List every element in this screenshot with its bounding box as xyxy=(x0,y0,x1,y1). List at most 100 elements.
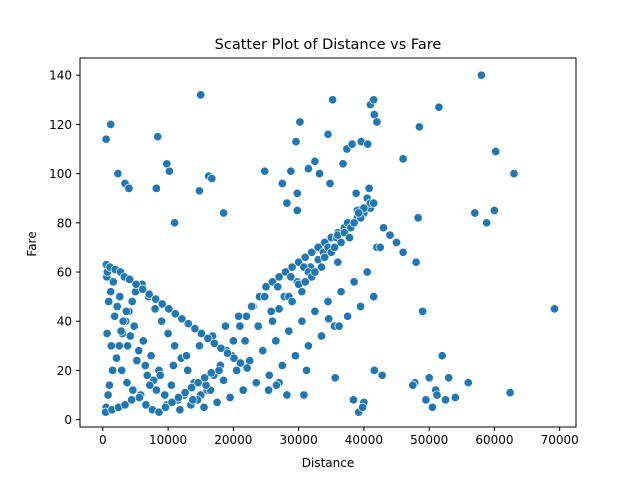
data-point xyxy=(110,311,120,321)
y-tick-label: 80 xyxy=(57,216,72,230)
data-point xyxy=(314,169,325,179)
data-point xyxy=(157,316,167,326)
data-point xyxy=(232,365,242,375)
data-point xyxy=(434,102,444,112)
data-point xyxy=(118,316,128,326)
data-point xyxy=(188,395,198,405)
data-point xyxy=(378,223,389,233)
x-tick-label: 20000 xyxy=(214,433,252,447)
data-point xyxy=(414,122,424,132)
data-point xyxy=(271,380,281,390)
data-point xyxy=(303,341,313,351)
data-point xyxy=(291,137,301,147)
y-tick-label: 40 xyxy=(57,315,72,329)
x-tick-label: 0 xyxy=(99,433,107,447)
data-point xyxy=(123,341,133,351)
data-point xyxy=(112,301,122,312)
data-point xyxy=(369,198,379,208)
data-point xyxy=(277,360,287,371)
data-point xyxy=(300,252,310,262)
data-point xyxy=(164,304,174,314)
data-point xyxy=(199,402,209,412)
data-points xyxy=(100,70,560,417)
data-point xyxy=(369,365,379,375)
data-point xyxy=(347,139,357,149)
data-point xyxy=(196,328,206,339)
data-point xyxy=(398,154,408,164)
data-point xyxy=(183,319,193,329)
data-point xyxy=(437,351,447,361)
x-tick-label: 70000 xyxy=(541,433,579,447)
data-point xyxy=(329,242,340,252)
data-point xyxy=(125,331,135,341)
data-point xyxy=(114,341,124,351)
chart-title: Scatter Plot of Distance vs Fare xyxy=(215,37,442,53)
data-point xyxy=(264,370,274,380)
data-point xyxy=(482,218,492,228)
data-point xyxy=(155,370,165,380)
data-point xyxy=(115,292,125,302)
data-point xyxy=(116,326,126,336)
data-point xyxy=(408,380,418,390)
data-point xyxy=(196,90,206,100)
data-point xyxy=(235,358,246,368)
data-point xyxy=(108,277,118,287)
data-point xyxy=(284,326,294,336)
data-point xyxy=(264,385,274,395)
data-point xyxy=(157,299,167,309)
data-point xyxy=(151,294,161,304)
data-point xyxy=(127,395,137,405)
data-point xyxy=(334,321,344,331)
x-tick-label: 10000 xyxy=(149,433,187,447)
data-point xyxy=(330,373,340,383)
data-point xyxy=(277,178,287,189)
data-point xyxy=(101,134,111,144)
data-point xyxy=(297,287,307,297)
data-point xyxy=(307,247,317,257)
data-point xyxy=(290,351,300,361)
data-point xyxy=(241,311,251,321)
data-point xyxy=(292,188,302,198)
data-point xyxy=(194,341,204,351)
data-point xyxy=(138,336,148,346)
data-point xyxy=(287,262,297,272)
data-point xyxy=(106,341,116,351)
data-point xyxy=(271,336,281,346)
data-point xyxy=(127,296,137,307)
data-point xyxy=(193,378,203,388)
x-tick-label: 30000 xyxy=(280,433,318,447)
data-point xyxy=(391,237,402,248)
data-point xyxy=(167,397,177,407)
data-point xyxy=(131,279,141,289)
data-point xyxy=(134,346,144,356)
data-point xyxy=(125,274,135,284)
data-point xyxy=(168,360,178,371)
data-point xyxy=(173,392,184,403)
data-point xyxy=(303,164,313,174)
data-point xyxy=(128,385,138,395)
data-point xyxy=(238,385,248,395)
data-point xyxy=(183,365,193,375)
data-point xyxy=(325,178,335,189)
data-point xyxy=(212,397,222,407)
data-point xyxy=(369,95,379,105)
data-point xyxy=(166,380,176,390)
y-axis: 0 20 40 60 80 100 120 140 xyxy=(49,69,80,427)
data-point xyxy=(301,365,312,375)
data-point xyxy=(214,365,224,375)
data-point xyxy=(209,338,219,348)
data-point xyxy=(106,287,116,297)
data-point xyxy=(348,395,359,405)
data-point xyxy=(145,380,155,390)
data-point xyxy=(273,282,283,292)
data-point xyxy=(122,378,132,388)
x-tick-label: 50000 xyxy=(410,433,448,447)
data-point xyxy=(300,277,310,287)
data-point xyxy=(343,311,353,321)
data-point xyxy=(177,314,187,324)
data-point xyxy=(251,378,261,388)
data-point xyxy=(234,311,244,321)
data-point xyxy=(242,363,252,373)
